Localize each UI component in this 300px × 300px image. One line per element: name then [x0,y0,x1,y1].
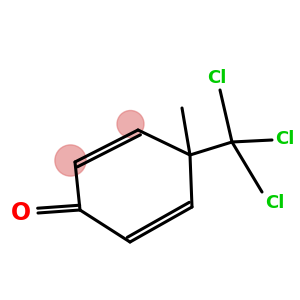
Text: Cl: Cl [275,130,294,148]
Circle shape [55,145,86,176]
Text: Cl: Cl [265,194,284,211]
Text: O: O [11,201,31,225]
Text: Cl: Cl [207,69,227,87]
Circle shape [117,110,144,137]
